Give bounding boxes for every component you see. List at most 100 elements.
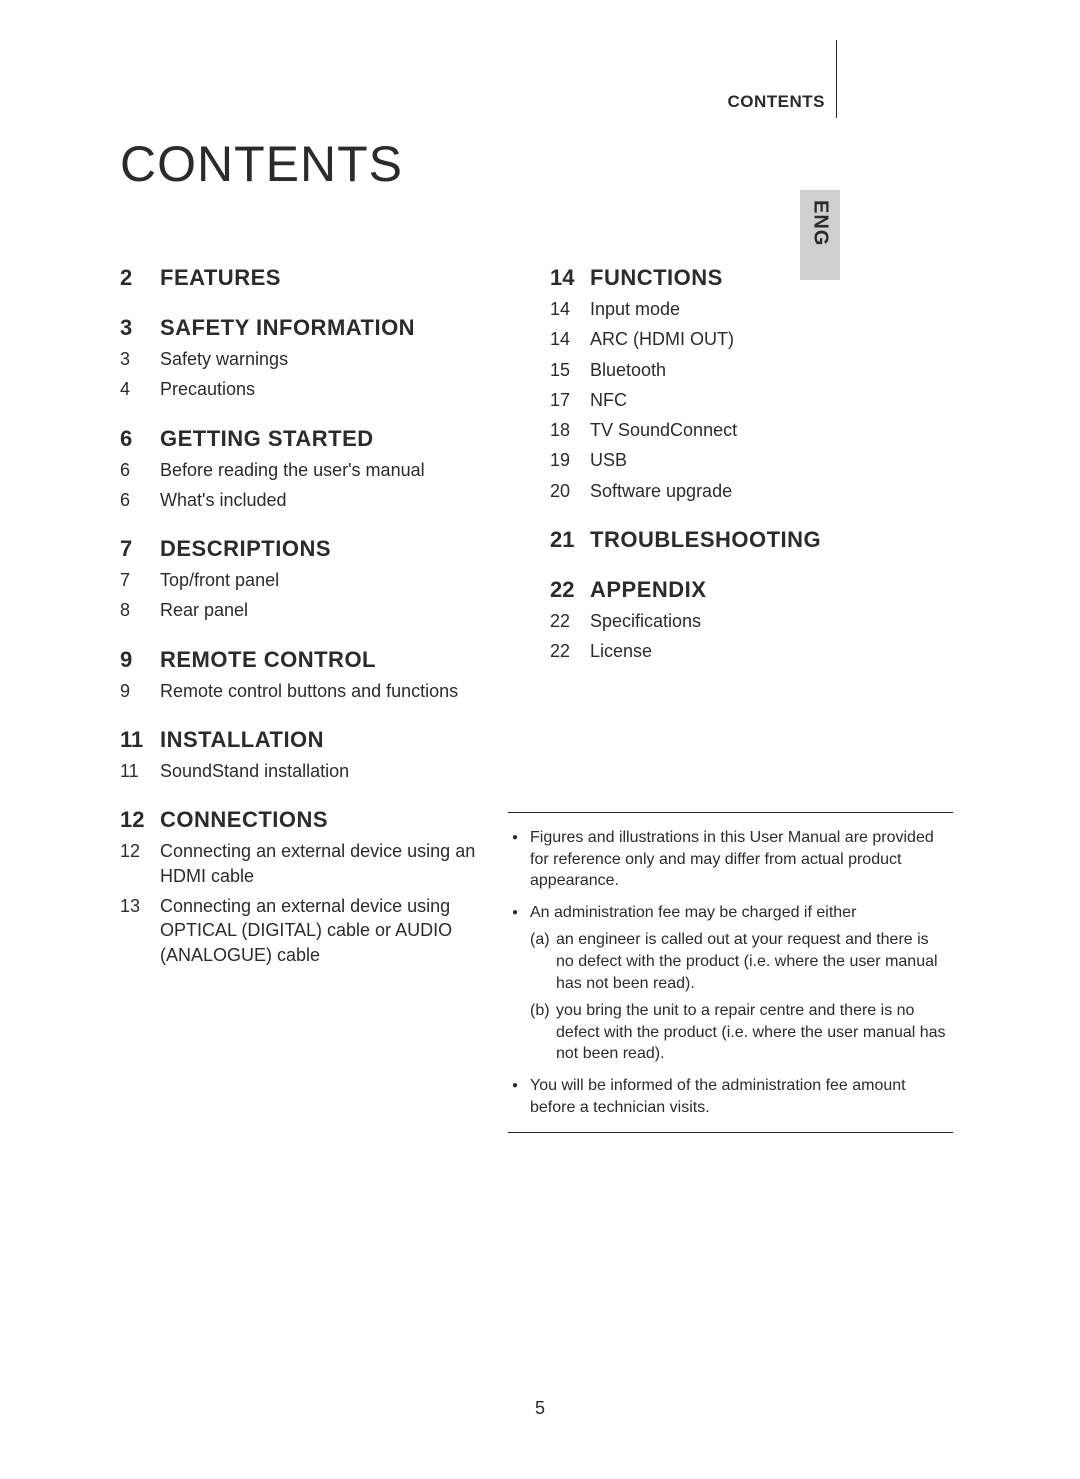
- toc-entry-text: Input mode: [590, 297, 680, 321]
- toc-section-title: TROUBLESHOOTING: [590, 527, 821, 553]
- toc-entry-text: TV SoundConnect: [590, 418, 737, 442]
- header-rule: [836, 40, 837, 118]
- toc-entry-page: 14: [550, 327, 590, 351]
- bullet-icon: ●: [512, 1075, 530, 1118]
- toc-entry-page: 3: [120, 347, 160, 371]
- toc-entry: 6Before reading the user's manual: [120, 458, 510, 482]
- toc-section-head: 3SAFETY INFORMATION: [120, 315, 510, 341]
- toc-section-title: FUNCTIONS: [590, 265, 723, 291]
- toc-section-page: 9: [120, 647, 160, 673]
- note-item: ●You will be informed of the administrat…: [512, 1075, 949, 1118]
- toc-entry: 14ARC (HDMI OUT): [550, 327, 940, 351]
- toc-entry-text: USB: [590, 448, 627, 472]
- note-sub-text: you bring the unit to a repair centre an…: [556, 1000, 949, 1065]
- toc-section-title: REMOTE CONTROL: [160, 647, 376, 673]
- toc-section-title: APPENDIX: [590, 577, 706, 603]
- header-section-label: CONTENTS: [728, 92, 826, 112]
- toc-entry: 17NFC: [550, 388, 940, 412]
- toc-section-page: 11: [120, 727, 160, 753]
- toc-entry-page: 20: [550, 479, 590, 503]
- toc-entry: 18TV SoundConnect: [550, 418, 940, 442]
- toc-entry-page: 14: [550, 297, 590, 321]
- toc-section-page: 22: [550, 577, 590, 603]
- notes-box: ●Figures and illustrations in this User …: [508, 812, 953, 1133]
- toc-entry-page: 7: [120, 568, 160, 592]
- toc-section-head: 12CONNECTIONS: [120, 807, 510, 833]
- toc-entry: 3Safety warnings: [120, 347, 510, 371]
- toc-entry-text: Before reading the user's manual: [160, 458, 425, 482]
- toc-entry-text: Connecting an external device using OPTI…: [160, 894, 510, 967]
- toc-entry-page: 22: [550, 639, 590, 663]
- toc-entry: 15Bluetooth: [550, 358, 940, 382]
- toc-entry-text: Software upgrade: [590, 479, 732, 503]
- toc-entry-page: 9: [120, 679, 160, 703]
- toc-entry-text: NFC: [590, 388, 627, 412]
- toc-section-head: 22APPENDIX: [550, 577, 940, 603]
- note-text: You will be informed of the administrati…: [530, 1075, 949, 1118]
- toc-entry-page: 22: [550, 609, 590, 633]
- toc-entry: 22Specifications: [550, 609, 940, 633]
- note-sub-label: (a): [530, 929, 556, 994]
- toc-entry-page: 6: [120, 458, 160, 482]
- toc-section-title: CONNECTIONS: [160, 807, 328, 833]
- bullet-icon: ●: [512, 902, 530, 1065]
- toc-entry-text: Bluetooth: [590, 358, 666, 382]
- toc-section-page: 21: [550, 527, 590, 553]
- toc-entry-page: 12: [120, 839, 160, 863]
- toc-entry: 22License: [550, 639, 940, 663]
- footer-page-number: 5: [0, 1398, 1080, 1419]
- language-tab-text: ENG: [809, 200, 832, 246]
- toc-entry: 4Precautions: [120, 377, 510, 401]
- note-item: ●Figures and illustrations in this User …: [512, 827, 949, 892]
- note-text: An administration fee may be charged if …: [530, 902, 949, 1065]
- toc-entry-page: 8: [120, 598, 160, 622]
- toc-entry: 11SoundStand installation: [120, 759, 510, 783]
- toc-entry-page: 4: [120, 377, 160, 401]
- toc-section-head: 6GETTING STARTED: [120, 426, 510, 452]
- toc-entry: 8Rear panel: [120, 598, 510, 622]
- note-item: ●An administration fee may be charged if…: [512, 902, 949, 1065]
- toc-entry-text: Specifications: [590, 609, 701, 633]
- toc-entry-page: 11: [120, 759, 160, 783]
- toc-entry-page: 6: [120, 488, 160, 512]
- note-sub-label: (b): [530, 1000, 556, 1065]
- toc-entry-page: 17: [550, 388, 590, 412]
- toc-section-title: INSTALLATION: [160, 727, 324, 753]
- toc-section-title: GETTING STARTED: [160, 426, 374, 452]
- toc-entry-page: 13: [120, 894, 160, 918]
- bullet-icon: ●: [512, 827, 530, 892]
- toc-entry-text: ARC (HDMI OUT): [590, 327, 734, 351]
- note-text: Figures and illustrations in this User M…: [530, 827, 949, 892]
- toc-entry: 19USB: [550, 448, 940, 472]
- toc-entry-text: Top/front panel: [160, 568, 279, 592]
- toc-section-head: 7DESCRIPTIONS: [120, 536, 510, 562]
- toc-section-page: 6: [120, 426, 160, 452]
- toc-section-title: SAFETY INFORMATION: [160, 315, 415, 341]
- toc-entry-text: Remote control buttons and functions: [160, 679, 458, 703]
- toc-section-title: DESCRIPTIONS: [160, 536, 331, 562]
- page: CONTENTS ENG CONTENTS 2FEATURES3SAFETY I…: [0, 0, 1080, 1479]
- toc-entry-page: 15: [550, 358, 590, 382]
- toc-section-page: 3: [120, 315, 160, 341]
- toc-section-page: 2: [120, 265, 160, 291]
- toc-entry-page: 18: [550, 418, 590, 442]
- toc-entry-text: Connecting an external device using an H…: [160, 839, 510, 888]
- toc-section-head: 2FEATURES: [120, 265, 510, 291]
- toc-section-page: 12: [120, 807, 160, 833]
- toc-entry-text: Precautions: [160, 377, 255, 401]
- note-subitem: (b)you bring the unit to a repair centre…: [530, 1000, 949, 1065]
- toc-entry-text: Safety warnings: [160, 347, 288, 371]
- toc-section-page: 7: [120, 536, 160, 562]
- toc-left-column: 2FEATURES3SAFETY INFORMATION3Safety warn…: [120, 265, 510, 967]
- toc-section-title: FEATURES: [160, 265, 281, 291]
- toc-entry-text: SoundStand installation: [160, 759, 349, 783]
- toc-entry: 9Remote control buttons and functions: [120, 679, 510, 703]
- toc-section-head: 14FUNCTIONS: [550, 265, 940, 291]
- note-subitem: (a)an engineer is called out at your req…: [530, 929, 949, 994]
- toc-section-head: 21TROUBLESHOOTING: [550, 527, 940, 553]
- toc-section-page: 14: [550, 265, 590, 291]
- toc-entry: 12Connecting an external device using an…: [120, 839, 510, 888]
- page-title: CONTENTS: [120, 135, 403, 193]
- toc-entry: 20Software upgrade: [550, 479, 940, 503]
- toc-entry-text: Rear panel: [160, 598, 248, 622]
